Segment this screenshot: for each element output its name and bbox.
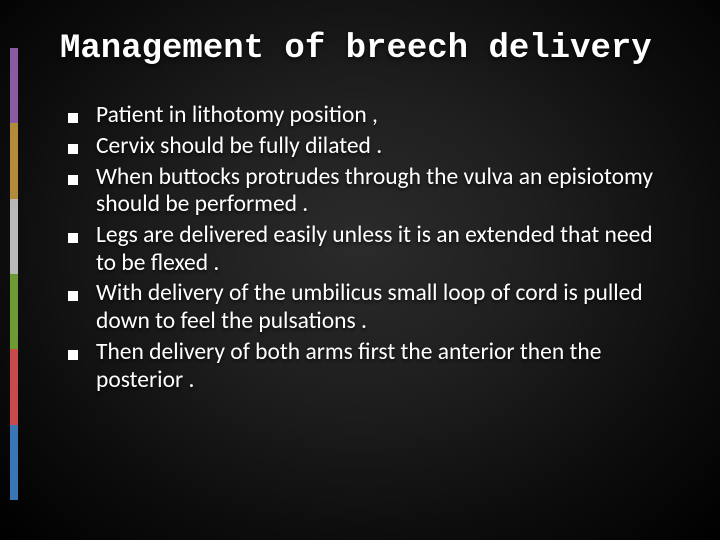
accent-segment (10, 349, 18, 424)
list-item: Then delivery of both arms first the ant… (60, 339, 670, 394)
list-item: Legs are delivered easily unless it is a… (60, 222, 670, 277)
accent-segment (10, 48, 18, 123)
list-item: Patient in lithotomy position , (60, 102, 670, 130)
accent-bar (10, 48, 18, 500)
bullet-list: Patient in lithotomy position , Cervix s… (60, 102, 670, 394)
slide-title: Management of breech delivery (60, 30, 670, 68)
accent-segment (10, 123, 18, 198)
accent-segment (10, 274, 18, 349)
accent-segment (10, 425, 18, 500)
list-item: Cervix should be fully dilated . (60, 133, 670, 161)
list-item: With delivery of the umbilicus small loo… (60, 280, 670, 335)
list-item: When buttocks protrudes through the vulv… (60, 164, 670, 219)
accent-segment (10, 199, 18, 274)
slide: Management of breech delivery Patient in… (0, 0, 720, 540)
